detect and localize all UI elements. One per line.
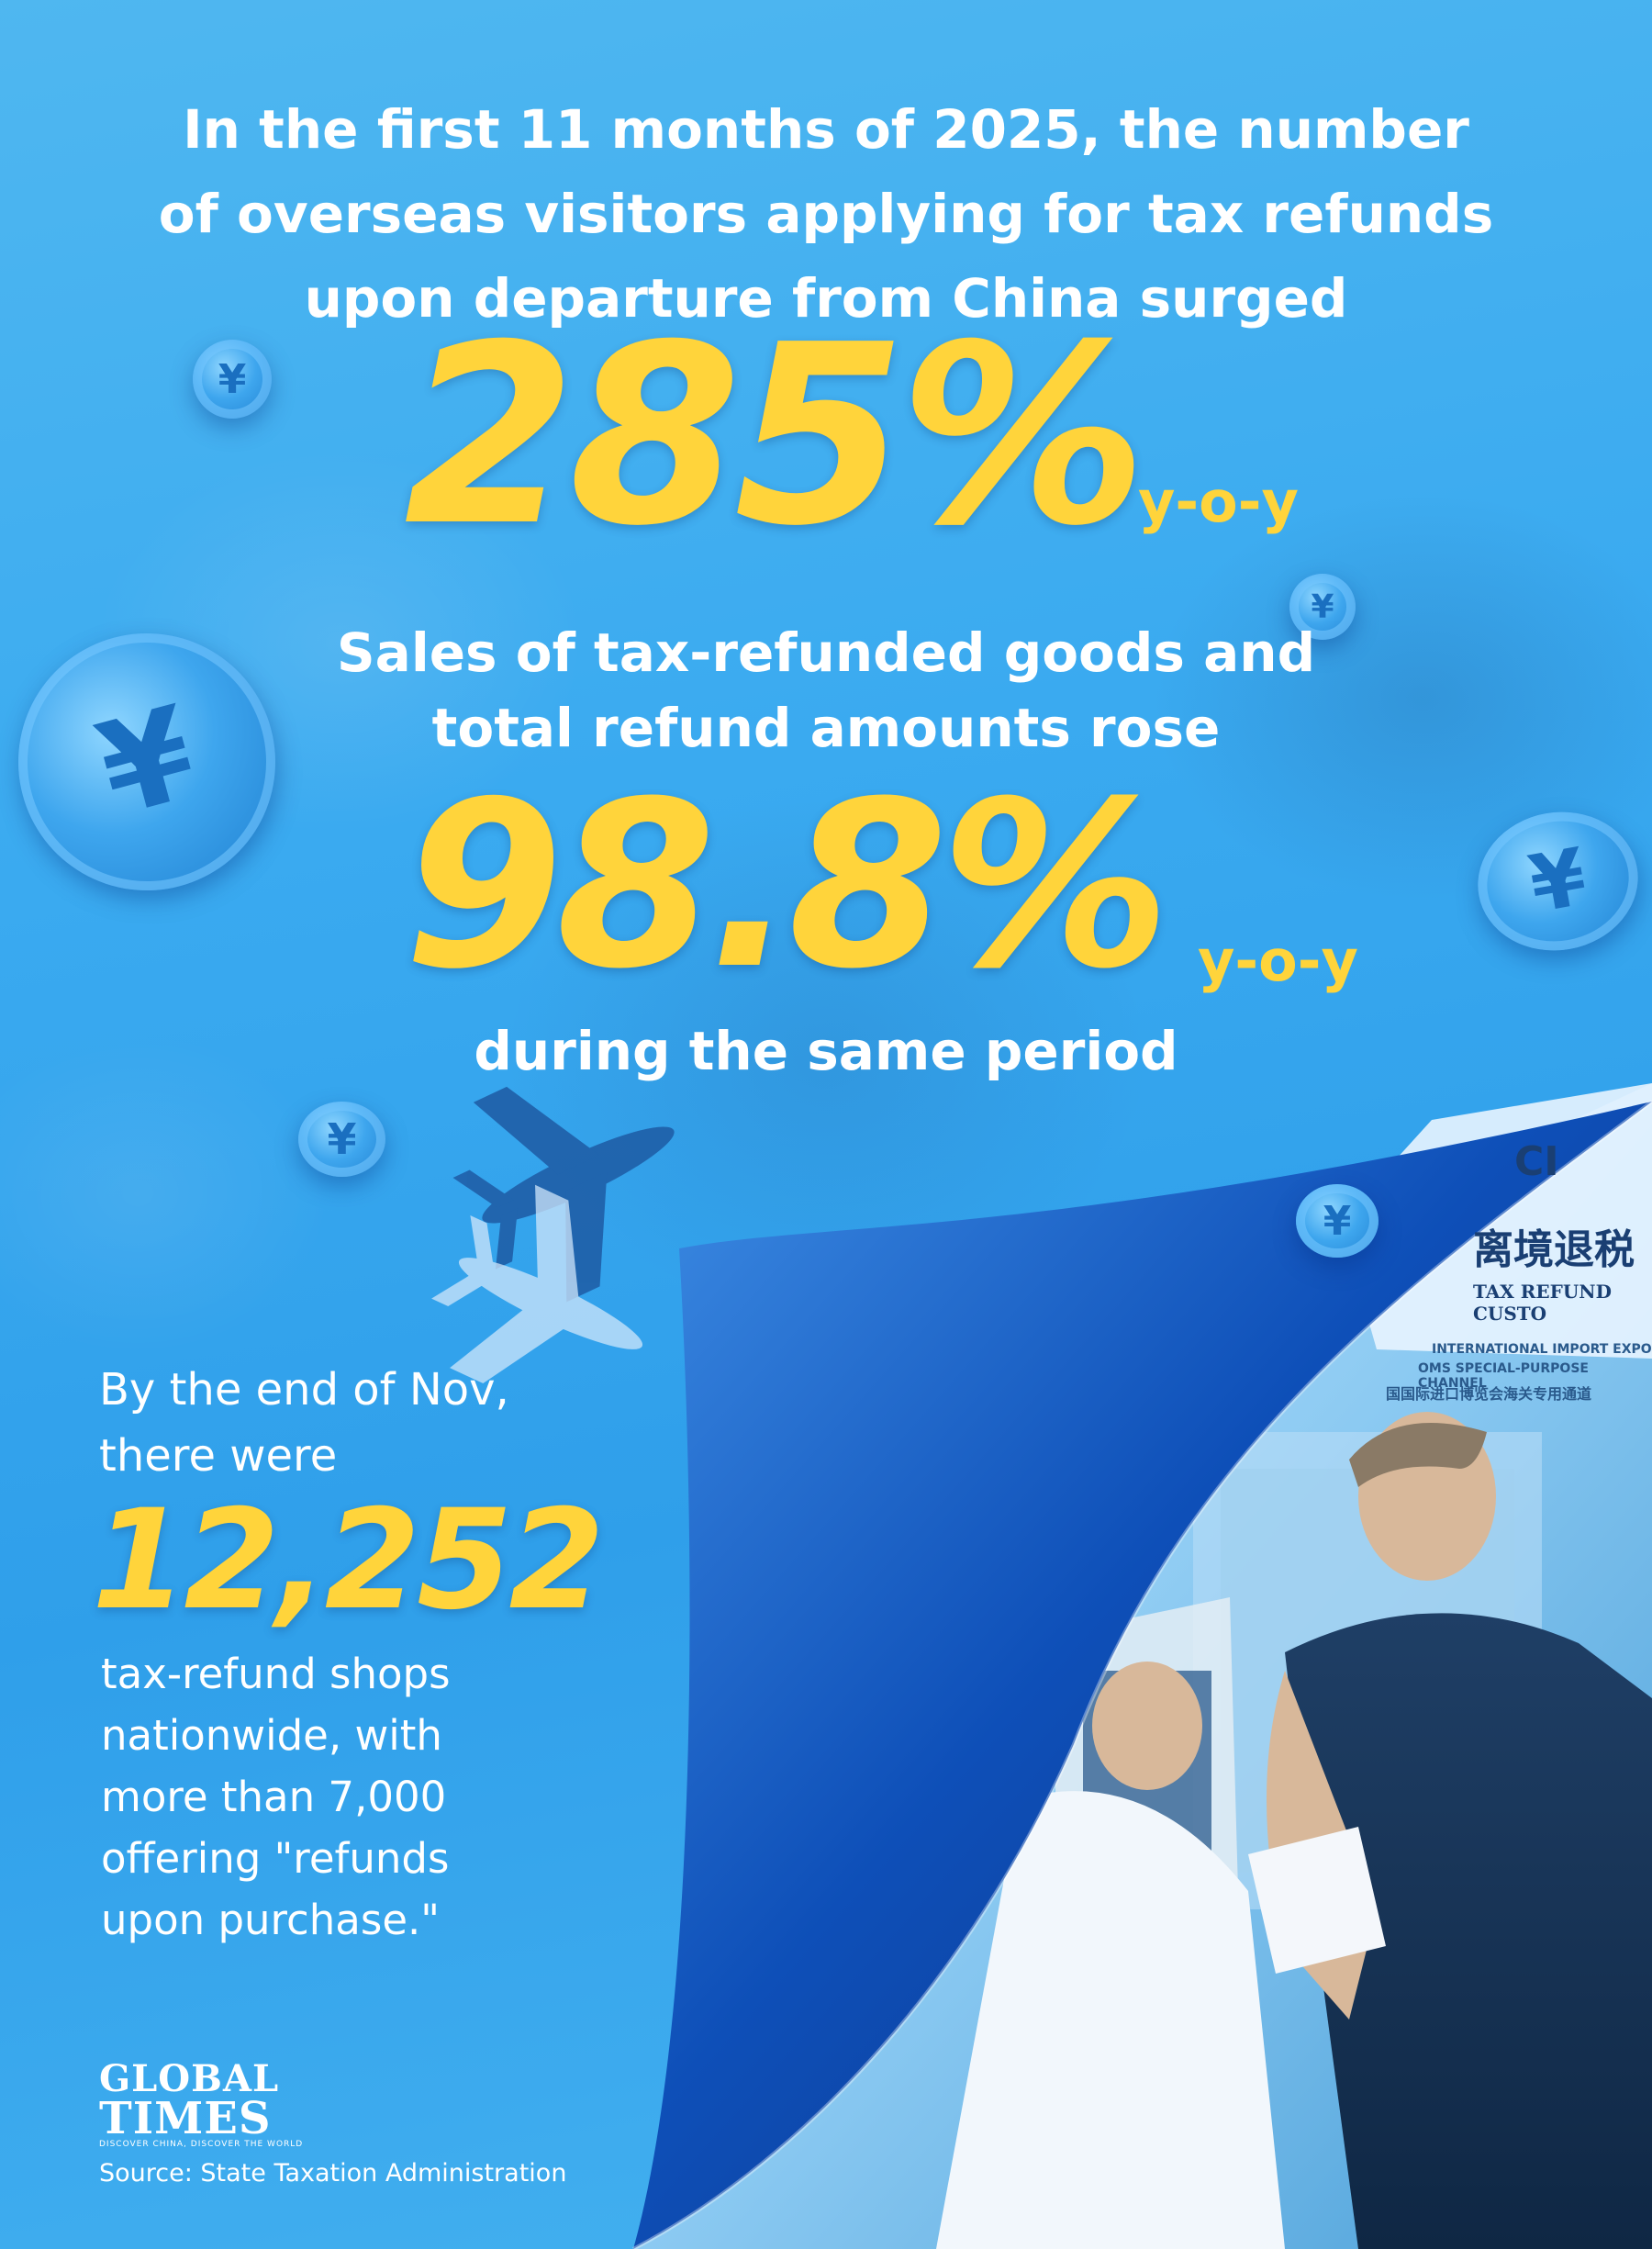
shops-desc-line-4: offering "refunds	[101, 1834, 450, 1883]
sign-english-text: TAX REFUND CUSTO	[1473, 1281, 1612, 1325]
yuan-coin-icon: ¥	[193, 340, 272, 419]
stat-98-value: 98.8%	[404, 752, 1170, 1019]
shops-line-2: there were	[99, 1430, 338, 1482]
shops-desc-line-2: nationwide, with	[101, 1711, 442, 1760]
receipt-paper	[1248, 1827, 1386, 1974]
logo-line-2: TIMES	[99, 2093, 272, 2144]
stat-98-suffix: y-o-y	[1198, 927, 1358, 994]
yuan-coin-icon: ¥	[298, 1102, 385, 1177]
stat-285-value: 285%	[404, 291, 1147, 580]
officer-white-shirt	[936, 1791, 1285, 2249]
shops-intro: By the end of Nov, there were	[99, 1357, 509, 1489]
shops-desc-line-3: more than 7,000	[101, 1773, 447, 1821]
yuan-coin-icon: ¥	[1296, 1184, 1379, 1258]
sales-line-2: total refund amounts rose	[431, 697, 1221, 759]
headline-line-2: of overseas visitors applying for tax re…	[158, 183, 1494, 245]
headline-line-1: In the first 11 months of 2025, the numb…	[183, 98, 1469, 161]
shops-desc-line-5: upon purchase."	[101, 1896, 441, 1944]
page-fold	[633, 1102, 1652, 2249]
headline: In the first 11 months of 2025, the numb…	[0, 87, 1652, 341]
airplane-dark-icon	[452, 1086, 675, 1303]
headline-line-3: upon departure from China surged	[304, 267, 1348, 330]
global-times-logo: GLOBAL TIMES DISCOVER CHINA, DISCOVER TH…	[99, 2057, 304, 2150]
sales-text: Sales of tax-refunded goods and total re…	[0, 615, 1652, 766]
logo-line-1: GLOBAL	[99, 2057, 280, 2100]
source-credit: Source: State Taxation Administration	[99, 2159, 567, 2187]
stat-285-suffix: y-o-y	[1138, 468, 1299, 535]
sign-corner-text: CI	[1514, 1138, 1559, 1185]
shops-description: tax-refund shops nationwide, with more t…	[101, 1643, 451, 1951]
yuan-coin-icon: ¥	[1289, 574, 1356, 640]
expo-line-2: OMS SPECIAL-PURPOSE CHANNEL	[1418, 1361, 1589, 1391]
expo-line-1: INTERNATIONAL IMPORT EXPO	[1432, 1342, 1652, 1357]
period-text: during the same period	[474, 1020, 1178, 1082]
sign-chinese-text: 离境退税	[1473, 1226, 1635, 1273]
logo-tagline: DISCOVER CHINA, DISCOVER THE WORLD	[99, 2140, 304, 2149]
expo-line-3: 国国际进口博览会海关专用通道	[1386, 1385, 1592, 1403]
airplane-light-icon	[431, 1184, 643, 1384]
traveler-shirt	[1285, 1613, 1652, 2249]
shops-count-value: 12,252	[92, 1481, 605, 1640]
shops-line-1: By the end of Nov,	[99, 1364, 509, 1415]
sales-line-1: Sales of tax-refunded goods and	[336, 621, 1316, 684]
shops-desc-line-1: tax-refund shops	[101, 1650, 451, 1698]
